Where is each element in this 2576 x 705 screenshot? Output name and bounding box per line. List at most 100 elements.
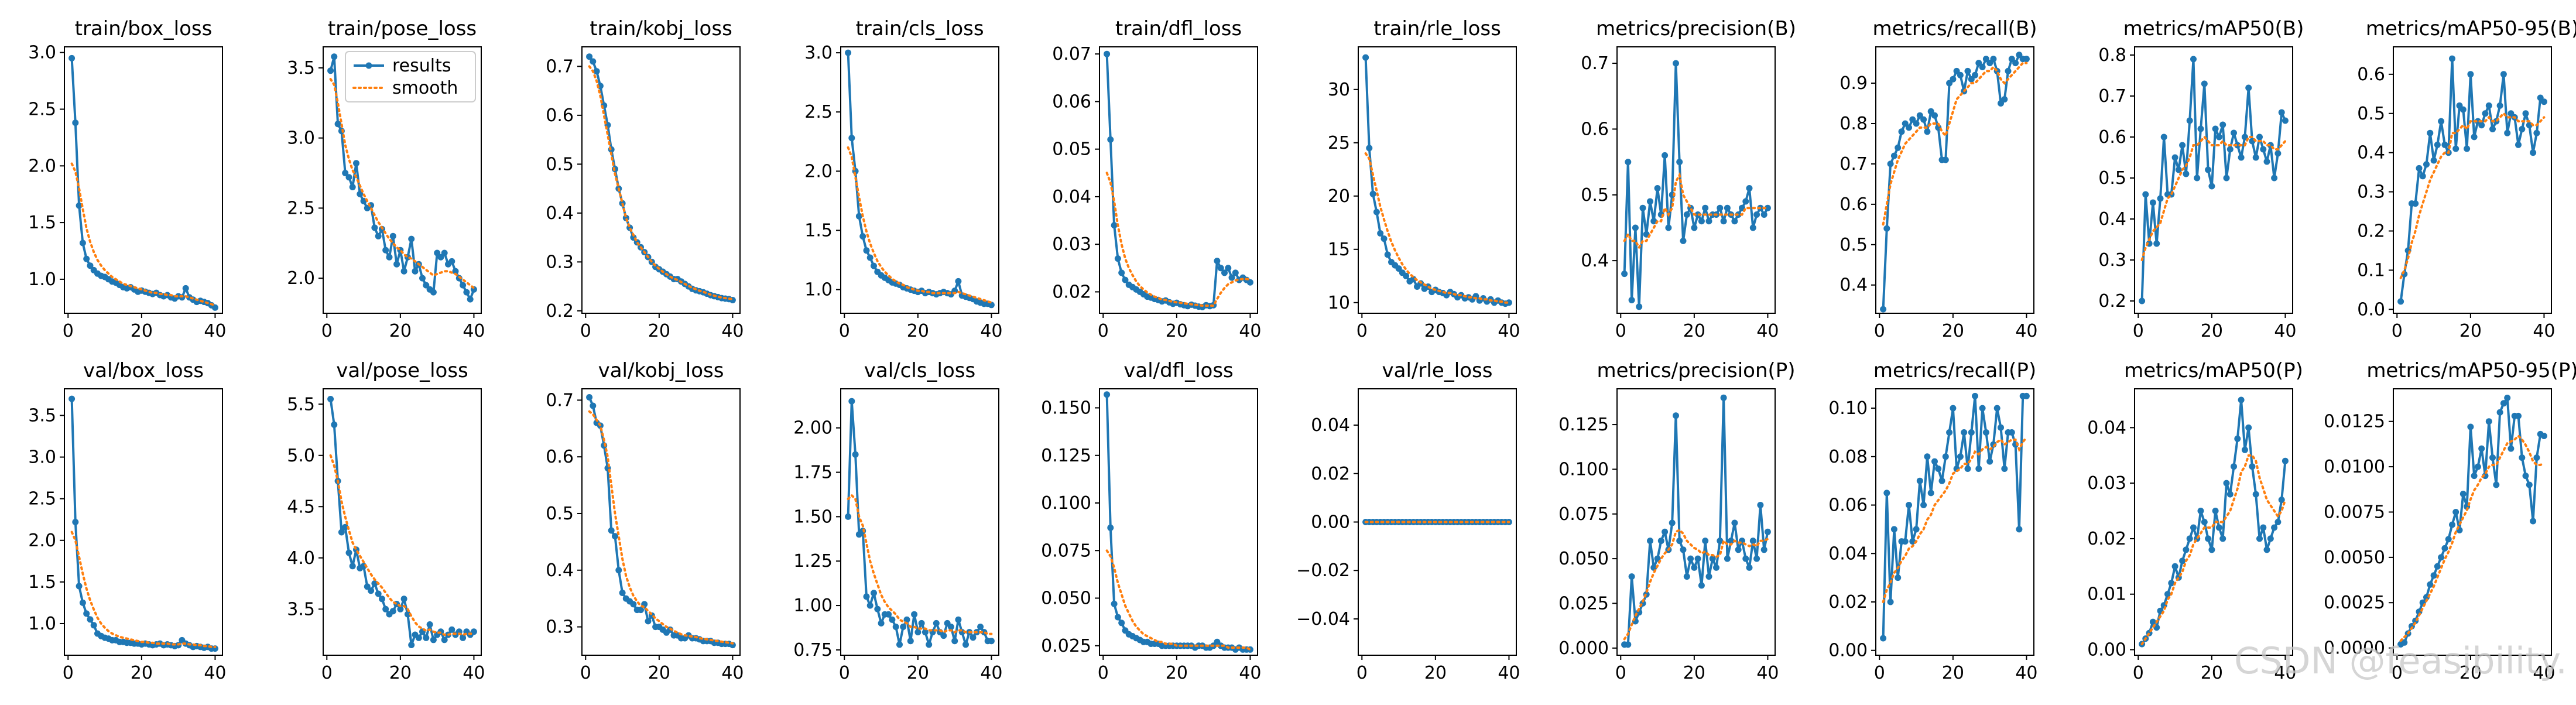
x-tick-label: 20 [1683,321,1705,341]
data-point-results [2522,473,2529,480]
chart-title: train/kobj_loss [590,17,732,40]
data-point-results [345,549,352,556]
data-point-results [2226,491,2234,498]
data-point-results [1942,156,1949,163]
data-point-results [470,628,477,635]
data-point-results [2441,141,2448,148]
data-point-results [1957,453,1964,460]
chart-title: metrics/precision(P) [1597,359,1795,382]
y-tick-label: 1.50 [793,506,833,527]
plot-frame [64,388,223,656]
chart-panel: metrics/mAP50(P) 0 20 40 0.00 0.01 0.02 0.03 0.0… [2087,359,2303,683]
data-point-results [863,247,870,254]
x-tick-label: 40 [463,321,485,341]
data-point-results [1111,600,1118,607]
chart-title: metrics/mAP50(P) [2124,359,2303,382]
data-point-results [1887,160,1894,167]
x-tick-label: 40 [1498,663,1520,683]
data-point-results [2464,145,2471,152]
data-point-results [1724,555,1731,562]
data-point-results [2205,166,2212,173]
chart-panel: train/pose_loss 0 20 40 2.0 2.5 3.0 3.5 resultss… [287,17,485,341]
plot-frame [581,388,741,656]
data-point-results [2271,174,2278,182]
data-point-results [848,398,855,405]
chart-panel: train/box_loss 0 20 40 1.0 1.5 2.0 2.5 3.0 [28,17,226,341]
data-point-results [2256,134,2263,141]
x-tick-label: 0 [1615,321,1626,341]
data-point-results [586,53,593,60]
data-point-results [2430,572,2437,579]
series-line-smooth [1623,528,1769,641]
data-point-results [2471,473,2478,480]
data-point-results [2474,463,2481,470]
y-tick-label: 0.06 [1828,495,1868,516]
y-tick-label: 0.125 [1041,446,1091,466]
x-tick-label: 0 [580,663,591,683]
data-point-results [2231,129,2237,136]
series-line-smooth [2399,111,2546,279]
data-point-results [2215,524,2222,531]
series-line-smooth [847,146,993,304]
data-point-results [1639,204,1646,211]
x-tick-label: 20 [389,663,412,683]
data-point-results [1916,477,1923,484]
y-tick-label: 0.7 [1581,53,1609,74]
data-point-results [1676,159,1683,166]
data-point-results [889,616,896,623]
series-line-smooth [1105,172,1252,307]
y-tick-label: 0.02 [1052,282,1091,302]
data-point-results [845,49,852,56]
data-point-results [441,636,448,644]
y-tick-label: −0.04 [1296,609,1350,629]
data-point-results [2519,454,2526,461]
data-point-results [2190,524,2197,531]
data-point-results [2252,491,2259,498]
x-tick-label: 40 [1756,321,1779,341]
y-tick-label: 0.025 [1558,593,1609,614]
data-point-results [2522,110,2529,117]
y-tick-label: 0.000 [1558,638,1609,659]
series-line-results [2140,58,2287,302]
data-point-results [2234,142,2241,149]
data-point-results [2142,191,2149,198]
data-point-results [1964,466,1971,472]
data-point-results [1628,297,1635,303]
data-point-results [907,638,914,645]
data-point-results [2489,126,2496,132]
data-point-results [1724,204,1731,211]
data-point-results [1968,429,1975,436]
chart-panel: train/dfl_loss 0 20 40 0.02 0.03 0.04 0.05 0.06 0… [1052,17,1261,341]
data-point-results [423,634,430,641]
y-tick-label: 0.3 [546,252,574,272]
y-tick-label: 0.5 [2357,104,2385,124]
data-point-results [2519,126,2526,132]
data-point-results [2175,166,2182,173]
data-point-results [1217,265,1224,272]
data-point-results [900,624,907,630]
data-point-results [2504,395,2511,401]
legend-label-smooth: smooth [392,78,458,98]
data-point-results [2485,102,2492,109]
y-tick-label: 1.75 [793,463,833,483]
x-tick-label: 40 [204,663,226,683]
x-tick-label: 40 [980,321,1002,341]
series-line-smooth [1623,172,1769,250]
x-tick-label: 20 [1942,663,1964,683]
data-point-results [2530,518,2537,525]
watermark-text: CSDN @feasibility. [2234,639,2567,682]
x-tick-label: 40 [2274,321,2296,341]
plot-frame [1099,388,1258,656]
plot-frame [2134,46,2293,314]
y-tick-label: 0.08 [1828,447,1868,467]
x-tick-label: 40 [980,663,1002,683]
data-point-results [1975,466,1982,472]
data-point-results [2434,563,2441,570]
data-point-results [2241,446,2248,453]
data-point-results [2441,545,2448,552]
plot-frame [1875,388,2034,656]
y-tick-label: 0.02 [1311,464,1350,484]
data-point-results [896,641,903,648]
chart-panel: metrics/precision(P) 0 20 40 0.000 0.025 0.050… [1558,359,1795,683]
data-point-results [2005,67,2012,74]
